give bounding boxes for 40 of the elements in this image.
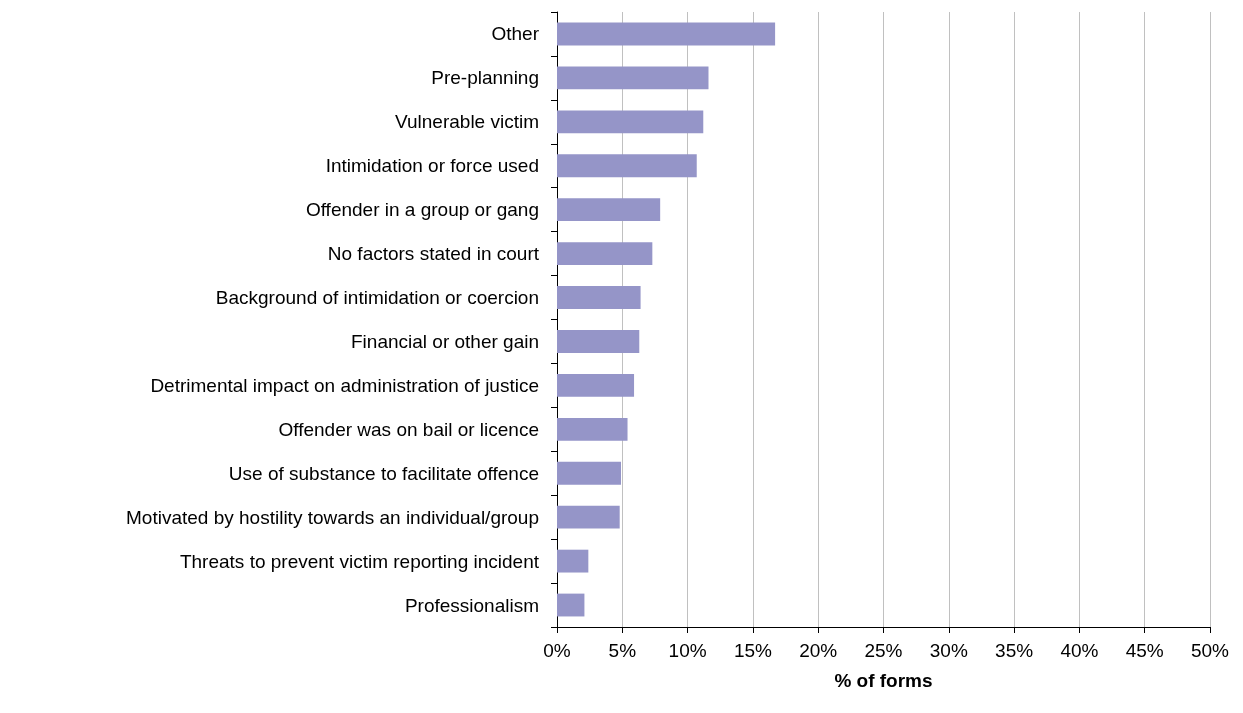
y-tick-label: Professionalism bbox=[404, 594, 539, 616]
x-tick-label: 0% bbox=[543, 640, 571, 661]
y-tick-label: Background of intimidation or coercion bbox=[215, 287, 539, 309]
bar bbox=[557, 286, 641, 309]
bar bbox=[557, 66, 709, 90]
bar bbox=[557, 242, 653, 266]
x-tick-label: 10% bbox=[668, 640, 707, 661]
y-tick-label: Intimidation or force used bbox=[325, 155, 539, 177]
y-tick-label: Offender in a group or gang bbox=[305, 199, 539, 221]
bar bbox=[557, 330, 640, 353]
bar bbox=[557, 22, 776, 46]
bar bbox=[557, 154, 697, 178]
y-tick-label: Offender was on bail or licence bbox=[278, 418, 539, 440]
bar bbox=[557, 461, 621, 485]
x-tick-label: 20% bbox=[799, 640, 838, 661]
x-tick-label: 40% bbox=[1060, 640, 1099, 661]
y-tick-label: No factors stated in court bbox=[327, 243, 540, 265]
bar bbox=[557, 198, 661, 222]
bar bbox=[557, 505, 620, 529]
y-tick-label: Motivated by hostility towards an individual/group bbox=[126, 506, 539, 528]
bar bbox=[557, 549, 589, 573]
y-tick-label: Financial or other gain bbox=[351, 330, 539, 352]
x-tick-label: 5% bbox=[608, 640, 637, 661]
bar bbox=[557, 417, 628, 441]
y-tick-label: Use of substance to facilitate offence bbox=[228, 462, 539, 484]
y-tick-label: Vulnerable victim bbox=[395, 111, 539, 133]
bar bbox=[557, 373, 635, 397]
x-tick-label: 15% bbox=[733, 640, 773, 661]
bar bbox=[557, 593, 585, 617]
y-tick-label: Other bbox=[491, 23, 540, 45]
x-axis-title: % of forms bbox=[834, 670, 933, 691]
x-tick-label: 30% bbox=[929, 640, 968, 661]
y-tick-label: Threats to prevent victim reporting incident bbox=[179, 550, 540, 572]
bar bbox=[557, 110, 704, 134]
y-tick-label: Detrimental impact on administration of justice bbox=[150, 374, 539, 396]
x-tick-label: 50% bbox=[1190, 640, 1230, 661]
x-tick-label: 25% bbox=[864, 640, 903, 661]
x-tick-label: 35% bbox=[995, 640, 1034, 661]
y-tick-label: Pre-planning bbox=[431, 67, 539, 89]
x-tick-label: 45% bbox=[1125, 640, 1164, 661]
